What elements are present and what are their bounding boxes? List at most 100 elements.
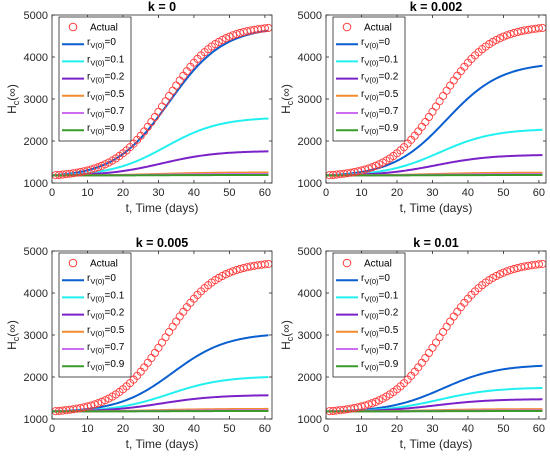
x-tick-label: 0 <box>323 423 329 435</box>
x-tick-label: 60 <box>533 187 545 199</box>
x-tick-label: 60 <box>259 423 271 435</box>
actual-point <box>151 349 158 356</box>
legend: ActualrV(0)=0rV(0)=0.1rV(0)=0.2rV(0)=0.5… <box>333 17 405 141</box>
y-tick-label: 3000 <box>24 94 48 106</box>
actual-point <box>443 87 450 94</box>
legend-label-actual: Actual <box>364 23 392 34</box>
actual-point <box>180 308 187 315</box>
x-tick-label: 20 <box>117 423 129 435</box>
legend: ActualrV(0)=0rV(0)=0.1rV(0)=0.2rV(0)=0.5… <box>59 17 131 141</box>
y-tick-label: 2000 <box>24 372 48 384</box>
y-tick-label: 5000 <box>24 246 48 258</box>
x-tick-label: 30 <box>152 187 164 199</box>
panel-title: k = 0 <box>148 0 176 14</box>
actual-point <box>418 123 425 130</box>
actual-point <box>454 72 461 79</box>
actual-point <box>173 82 180 89</box>
actual-point <box>447 82 454 89</box>
y-tick-label: 4000 <box>24 288 48 300</box>
x-tick-label: 20 <box>391 187 403 199</box>
y-axis-label: Hc(∞) <box>5 84 21 114</box>
x-tick-label: 30 <box>152 423 164 435</box>
x-tick-label: 10 <box>355 187 367 199</box>
actual-point <box>429 344 436 351</box>
x-tick-label: 20 <box>117 187 129 199</box>
y-axis-label: Hc(∞) <box>279 84 295 114</box>
y-tick-label: 1000 <box>298 178 322 190</box>
actual-point <box>148 354 155 361</box>
actual-point <box>180 72 187 79</box>
actual-point <box>425 349 432 356</box>
x-tick-label: 40 <box>462 423 474 435</box>
actual-point <box>165 328 172 335</box>
actual-point <box>422 118 429 125</box>
legend-label-actual: Actual <box>364 259 392 270</box>
x-tick-label: 60 <box>533 423 545 435</box>
x-tick-label: 50 <box>497 187 509 199</box>
actual-point <box>158 103 165 110</box>
actual-point <box>173 318 180 325</box>
y-tick-label: 4000 <box>298 288 322 300</box>
actual-point <box>425 113 432 120</box>
x-tick-label: 40 <box>188 187 200 199</box>
actual-point <box>158 339 165 346</box>
x-axis-label: t, Time (days) <box>126 201 199 215</box>
legend-label-actual: Actual <box>90 259 118 270</box>
y-tick-label: 1000 <box>24 178 48 190</box>
x-tick-label: 10 <box>355 423 367 435</box>
actual-point <box>418 359 425 366</box>
actual-point <box>439 92 446 99</box>
actual-point <box>165 92 172 99</box>
panel-title: k = 0.002 <box>410 0 463 14</box>
y-tick-label: 3000 <box>298 94 322 106</box>
y-tick-label: 2000 <box>298 372 322 384</box>
y-axis-label: Hc(∞) <box>279 320 295 350</box>
actual-point <box>450 313 457 320</box>
actual-point <box>176 313 183 320</box>
y-tick-label: 4000 <box>298 52 322 64</box>
actual-point <box>436 98 443 105</box>
x-tick-label: 0 <box>49 423 55 435</box>
x-axis-label: t, Time (days) <box>400 201 473 215</box>
panel-title: k = 0.005 <box>136 236 189 250</box>
y-tick-label: 3000 <box>24 330 48 342</box>
x-tick-label: 10 <box>81 423 93 435</box>
y-tick-label: 5000 <box>298 246 322 258</box>
y-tick-label: 5000 <box>298 10 322 22</box>
legend: ActualrV(0)=0rV(0)=0.1rV(0)=0.2rV(0)=0.5… <box>59 253 131 377</box>
actual-point <box>454 308 461 315</box>
actual-point <box>176 77 183 84</box>
actual-point <box>144 359 151 366</box>
actual-point <box>155 344 162 351</box>
actual-point <box>169 323 176 330</box>
actual-point <box>162 334 169 341</box>
x-tick-label: 30 <box>426 423 438 435</box>
y-tick-label: 2000 <box>298 136 322 148</box>
y-tick-label: 5000 <box>24 10 48 22</box>
actual-point <box>436 334 443 341</box>
actual-point <box>432 103 439 110</box>
x-tick-label: 0 <box>323 187 329 199</box>
x-axis-label: t, Time (days) <box>400 437 473 451</box>
x-tick-label: 0 <box>49 187 55 199</box>
x-tick-label: 40 <box>462 187 474 199</box>
y-tick-label: 1000 <box>298 414 322 426</box>
actual-point <box>443 323 450 330</box>
x-tick-label: 50 <box>497 423 509 435</box>
actual-point <box>447 318 454 325</box>
x-tick-label: 60 <box>259 187 271 199</box>
y-tick-label: 4000 <box>24 52 48 64</box>
actual-point <box>162 98 169 105</box>
y-tick-label: 2000 <box>24 136 48 148</box>
x-tick-label: 10 <box>81 187 93 199</box>
actual-point <box>429 108 436 115</box>
y-tick-label: 1000 <box>24 414 48 426</box>
legend: ActualrV(0)=0rV(0)=0.1rV(0)=0.2rV(0)=0.5… <box>333 253 405 377</box>
x-axis-label: t, Time (days) <box>126 437 199 451</box>
actual-point <box>450 77 457 84</box>
